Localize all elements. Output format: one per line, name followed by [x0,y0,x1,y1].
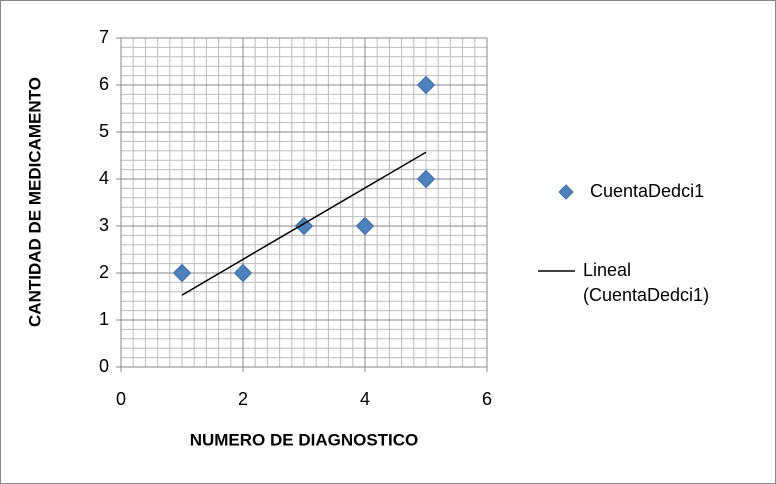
point [172,263,192,283]
y-tick-label: 1 [99,309,109,329]
point [416,169,436,189]
x-tick-label: 6 [482,389,492,409]
y-tick-label: 0 [99,356,109,376]
y-tick-label: 3 [99,215,109,235]
point [416,75,436,95]
trend-line [181,151,427,296]
legend-label: Lineal (CuentaDedci1) [583,260,709,305]
x-tick-label: 2 [238,389,248,409]
point [233,263,253,283]
y-axis-title: CANTIDAD DE MEDICAMENTO [25,77,44,327]
x-tick-label: 4 [360,389,370,409]
y-tick-label: 7 [99,27,109,47]
y-tick-label: 4 [99,168,109,188]
x-tick-label: 0 [116,389,126,409]
legend-label: CuentaDedci1 [590,181,704,201]
x-axis-title: NUMERO DE DIAGNOSTICO [190,430,419,449]
point [355,216,375,236]
y-tick-label: 5 [99,121,109,141]
y-tick-label: 6 [99,74,109,94]
legend-marker [558,184,574,200]
y-tick-label: 2 [99,262,109,282]
